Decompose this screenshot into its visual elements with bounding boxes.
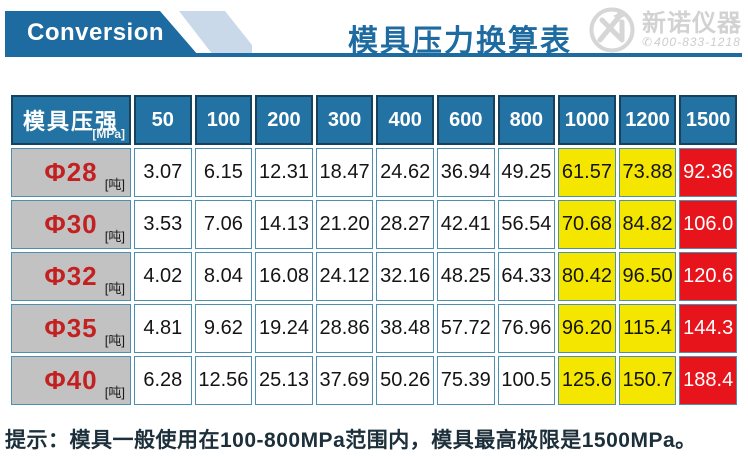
mold-diameter-label: Φ40 <box>44 365 98 395</box>
corner-header-cell: 模具压强 [MPa] <box>11 95 131 145</box>
value-cell: 6.28 <box>134 356 192 405</box>
value-cell-highlight-yellow: 84.82 <box>618 200 677 249</box>
value-cell: 14.13 <box>255 200 313 249</box>
phone-icon: ✆ <box>642 35 654 50</box>
value-cell: 75.39 <box>436 356 495 405</box>
value-cell: 16.08 <box>255 252 313 301</box>
column-header: 600 <box>436 95 495 145</box>
value-cell-highlight-red: 92.36 <box>679 148 737 197</box>
column-header: 200 <box>255 95 313 145</box>
value-cell: 57.72 <box>436 304 495 353</box>
value-cell: 38.48 <box>376 304 434 353</box>
value-cell-highlight-yellow: 80.42 <box>558 252 616 301</box>
table-row: Φ40 [吨] 6.28 12.56 25.13 37.69 50.26 75.… <box>11 356 737 405</box>
value-cell-highlight-red: 120.6 <box>679 252 737 301</box>
header-banner: Conversion 模具压力换算表 新诺仪器 ✆400-833-1218 <box>0 0 748 62</box>
value-cell-highlight-yellow: 70.68 <box>558 200 616 249</box>
phone-number: 400-833-1218 <box>654 35 741 50</box>
value-cell: 21.20 <box>315 200 374 249</box>
table-row: Φ30 [吨] 3.53 7.06 14.13 21.20 28.27 42.4… <box>11 200 737 249</box>
value-cell: 19.24 <box>255 304 313 353</box>
value-cell: 4.02 <box>134 252 192 301</box>
value-cell: 3.07 <box>134 148 192 197</box>
brand-logo: 新诺仪器 ✆400-833-1218 <box>588 6 742 54</box>
mold-diameter-label: Φ30 <box>44 209 98 239</box>
value-cell: 18.47 <box>315 148 374 197</box>
row-label-cell: Φ32 [吨] <box>11 252 131 301</box>
value-cell: 4.81 <box>134 304 192 353</box>
table-row: Φ28 [吨] 3.07 6.15 12.31 18.47 24.62 36.9… <box>11 148 737 197</box>
value-cell-highlight-yellow: 96.20 <box>558 304 616 353</box>
row-unit: [吨] <box>104 229 125 244</box>
value-cell-highlight-yellow: 61.57 <box>558 148 616 197</box>
value-cell: 28.27 <box>376 200 434 249</box>
brand-phone: ✆400-833-1218 <box>642 36 742 49</box>
table-row: Φ35 [吨] 4.81 9.62 19.24 28.86 38.48 57.7… <box>11 304 737 353</box>
value-cell: 6.15 <box>194 148 253 197</box>
value-cell: 76.96 <box>497 304 556 353</box>
value-cell: 12.31 <box>255 148 313 197</box>
xn-logo-icon <box>589 7 635 53</box>
mold-diameter-label: Φ32 <box>44 261 98 291</box>
row-unit: [吨] <box>104 177 125 192</box>
row-label-cell: Φ30 [吨] <box>11 200 131 249</box>
value-cell: 8.04 <box>194 252 253 301</box>
value-cell: 3.53 <box>134 200 192 249</box>
value-cell: 100.5 <box>497 356 556 405</box>
value-cell: 42.41 <box>436 200 495 249</box>
column-header: 100 <box>194 95 253 145</box>
mold-diameter-label: Φ35 <box>44 313 98 343</box>
value-cell-highlight-yellow: 73.88 <box>618 148 677 197</box>
conversion-ribbon: Conversion <box>5 11 198 55</box>
row-unit: [吨] <box>104 281 125 296</box>
logo-text-block: 新诺仪器 ✆400-833-1218 <box>642 11 742 49</box>
corner-label: 模具压强 <box>22 109 119 134</box>
column-header: 800 <box>497 95 556 145</box>
value-cell-highlight-red: 106.0 <box>679 200 737 249</box>
column-header: 1500 <box>679 95 737 145</box>
column-header: 400 <box>376 95 434 145</box>
row-label-cell: Φ40 [吨] <box>11 356 131 405</box>
usage-tip-text: 提示：模具一般使用在100-800MPa范围内，模具最高极限是1500MPa。 <box>5 429 697 452</box>
value-cell: 12.56 <box>194 356 253 405</box>
mold-diameter-label: Φ28 <box>44 157 98 187</box>
row-unit: [吨] <box>104 333 125 348</box>
table-header-row: 模具压强 [MPa] 50 100 200 300 400 600 800 10… <box>11 95 737 145</box>
value-cell: 36.94 <box>436 148 495 197</box>
value-cell: 7.06 <box>194 200 253 249</box>
row-label-cell: Φ35 [吨] <box>11 304 131 353</box>
value-cell-highlight-yellow: 96.50 <box>618 252 677 301</box>
value-cell: 56.54 <box>497 200 556 249</box>
value-cell-highlight-yellow: 115.4 <box>618 304 677 353</box>
value-cell: 28.86 <box>315 304 374 353</box>
value-cell: 32.16 <box>376 252 434 301</box>
value-cell-highlight-red: 188.4 <box>679 356 737 405</box>
row-unit: [吨] <box>104 385 125 400</box>
value-cell: 64.33 <box>497 252 556 301</box>
table-row: Φ32 [吨] 4.02 8.04 16.08 24.12 32.16 48.2… <box>11 252 737 301</box>
value-cell: 48.25 <box>436 252 495 301</box>
value-cell: 50.26 <box>376 356 434 405</box>
value-cell: 37.69 <box>315 356 374 405</box>
value-cell: 24.62 <box>376 148 434 197</box>
value-cell-highlight-red: 144.3 <box>679 304 737 353</box>
corner-unit: [MPa] <box>92 127 125 141</box>
page-title: 模具压力换算表 <box>348 25 572 58</box>
row-label-cell: Φ28 [吨] <box>11 148 131 197</box>
value-cell: 25.13 <box>255 356 313 405</box>
column-header: 50 <box>134 95 192 145</box>
column-header: 1000 <box>558 95 616 145</box>
pressure-conversion-table: 模具压强 [MPa] 50 100 200 300 400 600 800 10… <box>8 92 740 408</box>
column-header: 1200 <box>618 95 677 145</box>
value-cell: 49.25 <box>497 148 556 197</box>
value-cell: 24.12 <box>315 252 374 301</box>
header-underline <box>5 53 742 57</box>
ribbon-label: Conversion <box>27 19 165 46</box>
brand-name: 新诺仪器 <box>642 10 742 38</box>
value-cell-highlight-yellow: 125.6 <box>558 356 616 405</box>
value-cell: 9.62 <box>194 304 253 353</box>
value-cell-highlight-yellow: 150.7 <box>618 356 677 405</box>
column-header: 300 <box>315 95 374 145</box>
